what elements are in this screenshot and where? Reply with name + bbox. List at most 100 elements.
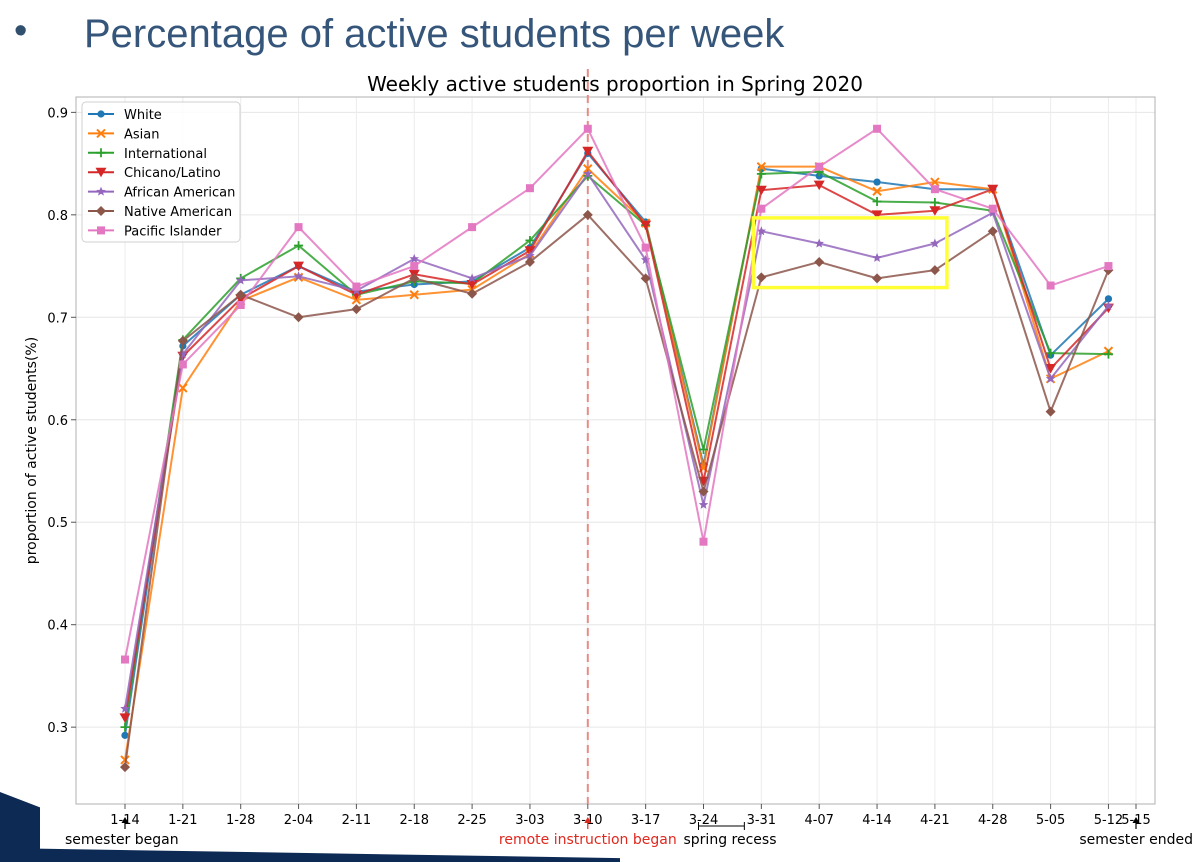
legend-item: White [88, 108, 162, 123]
x-tick-label: 3-03 [515, 813, 545, 828]
marker-point [466, 280, 478, 290]
marker-point [525, 250, 535, 260]
y-tick-label: 0.8 [47, 209, 68, 224]
marker-point [1046, 348, 1056, 358]
marker-point [1104, 295, 1113, 303]
marker-point [756, 169, 766, 179]
marker-point [987, 184, 999, 195]
marker-point [872, 197, 882, 207]
x-tick-label: 1-28 [226, 813, 256, 828]
legend-item: International [88, 147, 207, 162]
marker-point [96, 186, 106, 196]
series-line [124, 172, 1110, 709]
highlight-box [751, 216, 949, 290]
marker-point [814, 256, 825, 267]
marker-point [583, 168, 593, 178]
y-tick-label: 0.7 [47, 311, 68, 326]
legend-label: Chicano/Latino [124, 166, 221, 181]
marker-point [987, 226, 998, 237]
slide-title: Percentage of active students per week [84, 12, 785, 56]
y-tick-label: 0.6 [47, 414, 68, 429]
x-tick-label: 3-17 [631, 813, 661, 828]
marker-point [640, 273, 651, 284]
marker-point [97, 226, 105, 235]
marker-point [95, 167, 107, 178]
marker-point [178, 349, 188, 359]
plot-frame [75, 96, 1156, 805]
marker-point [467, 288, 478, 299]
x-tick-label: 2-11 [342, 813, 372, 828]
marker-point [352, 282, 361, 291]
marker-point [120, 722, 130, 732]
annotation-label: spring recess [684, 832, 777, 848]
legend-frame [81, 101, 241, 243]
annotation: remote instruction began [499, 817, 677, 848]
annotation-label: semester ended [1079, 832, 1193, 848]
series-line [124, 165, 1109, 761]
x-tick-label: 4-07 [804, 813, 834, 828]
legend-label: Asian [124, 127, 159, 142]
legend-item: Pacific Islander [88, 224, 222, 239]
legend-label: Native American [124, 205, 232, 220]
annotation-arrow-head [121, 817, 129, 823]
marker-point [236, 301, 245, 310]
marker-point [756, 226, 767, 236]
marker-point [410, 262, 419, 271]
marker-point [409, 253, 420, 263]
marker-point [872, 186, 882, 196]
marker-point [178, 383, 188, 393]
marker-point [757, 204, 766, 213]
legend-label: Pacific Islander [124, 224, 222, 239]
marker-point [873, 178, 881, 186]
slide-header: • Percentage of active students per week [0, 0, 1200, 70]
x-tick-label: 2-04 [284, 813, 314, 828]
legend: White Asian International Chicano/Latino Afr… [81, 101, 241, 243]
marker-point [872, 273, 883, 284]
marker-point [873, 124, 882, 133]
annotation-arrow-head [1132, 817, 1140, 823]
marker-point [1103, 349, 1113, 359]
marker-point [583, 124, 592, 133]
marker-point [235, 289, 246, 300]
legend-label: White [124, 108, 162, 123]
x-tick-label: 2-25 [457, 813, 487, 828]
x-tick-label: 1-21 [168, 813, 198, 828]
series-line [124, 127, 1109, 660]
marker-point [119, 713, 131, 723]
annotation: semester ended [1079, 817, 1193, 848]
marker-point [351, 295, 362, 305]
legend-item: Native American [88, 205, 232, 220]
legend-label: African American [124, 186, 235, 201]
marker-point [583, 164, 593, 174]
legend-item: African American [88, 186, 235, 201]
marker-point [698, 499, 709, 509]
marker-point [293, 271, 304, 281]
marker-point [698, 486, 709, 497]
y-tick-label: 0.3 [47, 721, 68, 736]
marker-point [1045, 373, 1056, 383]
marker-point [96, 148, 106, 158]
marker-point [294, 241, 304, 251]
annotation-label: semester began [65, 832, 179, 848]
y-tick-label: 0.9 [47, 106, 68, 121]
marker-point [235, 275, 246, 285]
marker-point [1045, 406, 1056, 417]
legend-label: International [124, 147, 207, 162]
marker-point [409, 273, 420, 284]
x-tick-label: 5-05 [1036, 813, 1066, 828]
marker-point [121, 655, 129, 664]
x-tick-label: 4-28 [978, 813, 1008, 828]
marker-point [1103, 301, 1114, 311]
marker-point [294, 223, 303, 232]
marker-point [929, 206, 941, 216]
marker-point [351, 304, 362, 315]
series-pacific-islander [121, 124, 1113, 664]
marker-point [350, 290, 362, 300]
marker-point [755, 185, 767, 196]
marker-point [120, 703, 130, 713]
marker-point [641, 243, 650, 252]
marker-point [988, 204, 997, 213]
x-tick-label: 3-24 [689, 813, 719, 828]
series-line [124, 213, 1110, 768]
